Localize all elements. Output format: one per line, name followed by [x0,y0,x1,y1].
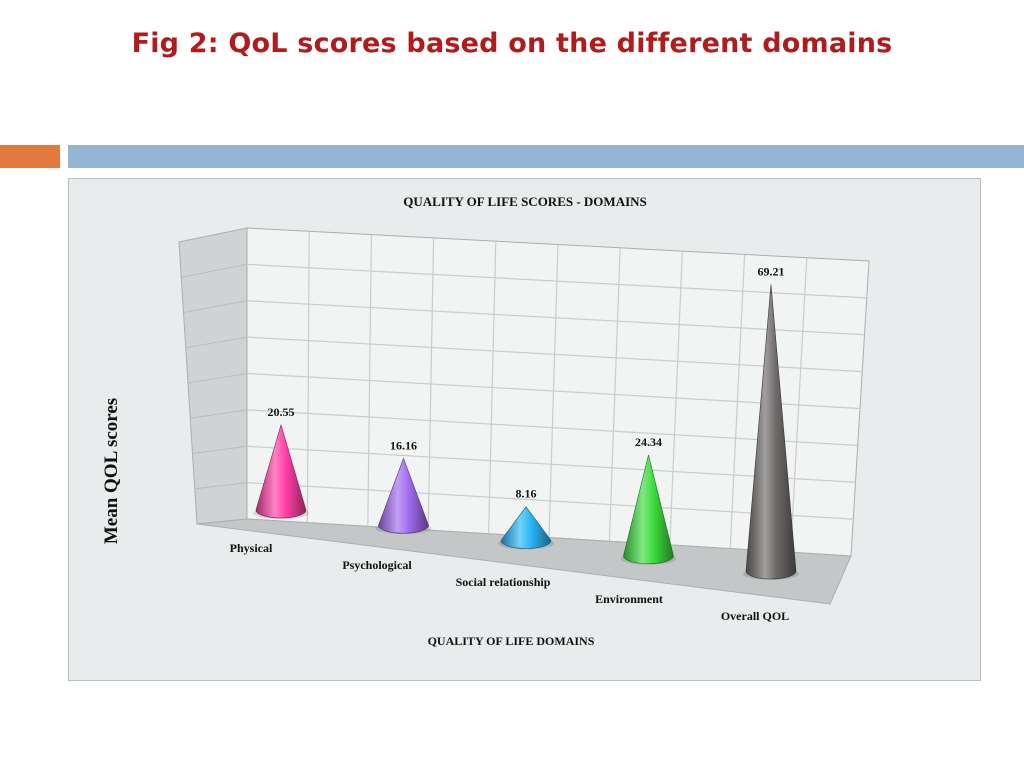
category-label: Psychological [342,558,412,572]
cone-environment [620,454,677,565]
grid-line-left-wall [181,263,248,278]
grid-line-vertical [367,234,372,527]
grid-line-vertical [488,241,497,534]
chart-labels: 20.55 Physical 16.16 Psychological 8.16 Socia… [230,264,790,623]
cone-body [745,284,797,580]
accent-bar-blue [68,145,1024,168]
category-label: Physical [230,541,273,555]
chart-grid [181,231,867,553]
category-label: Environment [595,592,663,606]
category-label: Social relationship [456,575,551,589]
y-axis-label: Mean QOL scores [101,398,122,544]
grid-line-left-wall [192,445,248,454]
x-axis-label: QUALITY OF LIFE DOMAINS [428,634,595,648]
slide-title: Fig 2: QoL scores based on the different… [131,28,893,59]
grid-line-vertical [548,244,559,538]
category-label: Overall QOL [721,609,789,623]
grid-line-left-wall [183,300,248,313]
chart-cones [253,284,799,580]
cone-social-relationship [498,506,554,550]
cone-body [500,506,552,549]
cone-body [378,457,429,534]
chart-floor [196,518,852,605]
data-label: 24.34 [635,435,662,449]
grid-line-vertical [306,231,310,523]
cone-overall-qol [743,284,799,580]
data-label: 69.21 [758,264,785,278]
grid-line-vertical [669,251,683,545]
data-label: 20.55 [268,405,295,419]
cone-chart: 20.55 Physical 16.16 Psychological 8.16 Socia… [101,194,870,648]
data-label: 8.16 [516,487,537,501]
grid-line-vertical [608,247,621,542]
chart-title: QUALITY OF LIFE SCORES - DOMAINS [403,194,647,209]
grid-line-vertical [729,254,746,549]
cone-physical [253,423,309,519]
accent-bar-orange [0,145,60,168]
cone-body [623,454,674,565]
grid-line-vertical [790,257,808,553]
chart-container: 20.55 Physical 16.16 Psychological 8.16 Socia… [68,178,981,681]
grid-line-vertical [427,237,435,531]
chart-left-wall [178,227,248,525]
grid-line-left-wall [187,373,248,384]
cone-body [255,423,307,519]
grid-line-left-wall [194,482,248,490]
data-label: 16.16 [390,438,417,452]
grid-line-left-wall [190,409,248,419]
grid-line-left-wall [185,336,248,349]
cone-psychological [375,457,432,535]
